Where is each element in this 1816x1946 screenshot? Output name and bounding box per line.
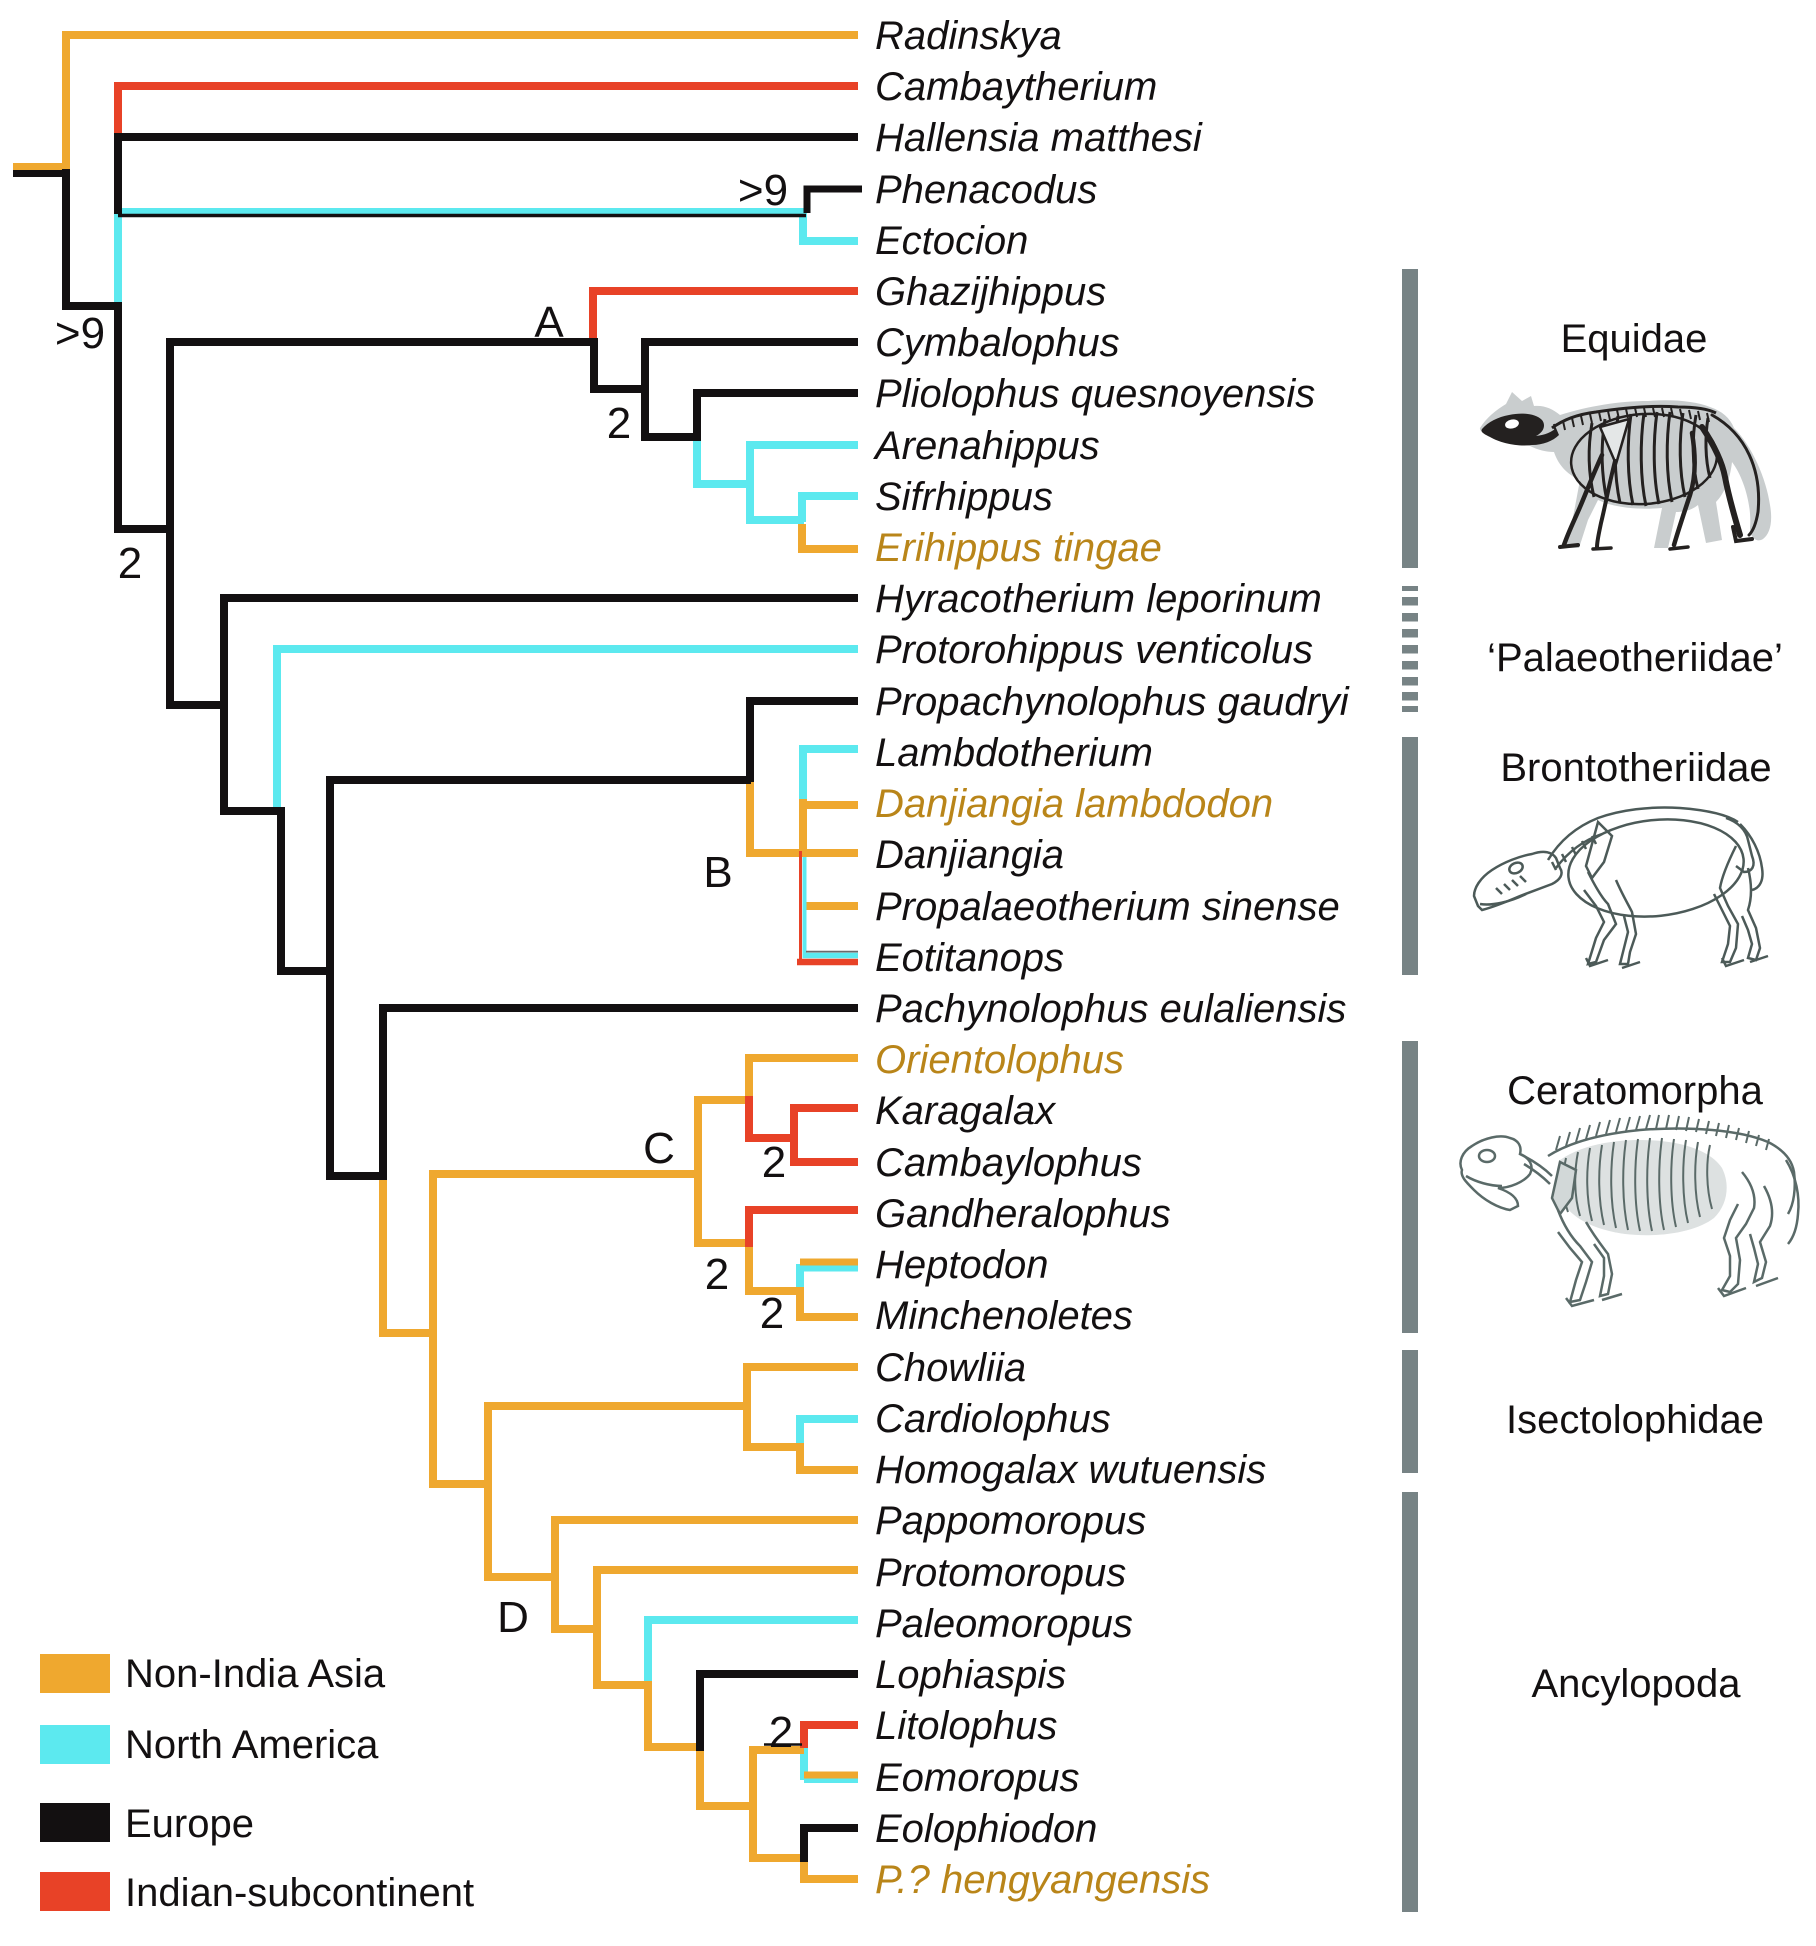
svg-text:Gandheralophus: Gandheralophus (875, 1192, 1171, 1236)
svg-text:Brontotheriidae: Brontotheriidae (1500, 746, 1771, 790)
svg-text:Non-India Asia: Non-India Asia (125, 1652, 386, 1696)
svg-text:2: 2 (118, 539, 142, 588)
svg-text:Protorohippus venticolus: Protorohippus venticolus (875, 628, 1313, 672)
svg-text:Eotitanops: Eotitanops (875, 936, 1064, 980)
svg-text:>9: >9 (738, 166, 788, 215)
svg-text:Minchenoletes: Minchenoletes (875, 1294, 1133, 1338)
svg-text:Heptodon: Heptodon (875, 1243, 1048, 1287)
svg-text:Orientolophus: Orientolophus (875, 1038, 1124, 1082)
svg-text:Cambaytherium: Cambaytherium (875, 65, 1157, 109)
svg-text:2: 2 (705, 1250, 729, 1299)
svg-text:Cymbalophus: Cymbalophus (875, 321, 1120, 365)
svg-text:Lophiaspis: Lophiaspis (875, 1653, 1066, 1697)
svg-text:B: B (703, 848, 732, 897)
svg-text:Chowliia: Chowliia (875, 1346, 1026, 1390)
svg-text:2: 2 (769, 1708, 793, 1757)
svg-text:Hallensia matthesi: Hallensia matthesi (875, 116, 1203, 160)
svg-text:D: D (497, 1593, 529, 1642)
svg-text:Isectolophidae: Isectolophidae (1506, 1398, 1764, 1442)
svg-text:Ceratomorpha: Ceratomorpha (1507, 1069, 1763, 1113)
svg-text:North America: North America (125, 1723, 379, 1767)
svg-text:Karagalax: Karagalax (875, 1089, 1057, 1133)
svg-text:A: A (534, 298, 564, 347)
svg-text:Sifrhippus: Sifrhippus (875, 475, 1053, 519)
svg-text:Eomoropus: Eomoropus (875, 1756, 1080, 1800)
svg-text:2: 2 (607, 399, 631, 448)
svg-text:2: 2 (762, 1138, 786, 1187)
svg-text:Propachynolophus gaudryi: Propachynolophus gaudryi (875, 680, 1350, 724)
svg-text:Cardiolophus: Cardiolophus (875, 1397, 1111, 1441)
svg-text:Pliolophus quesnoyensis: Pliolophus quesnoyensis (875, 372, 1315, 416)
svg-text:Lambdotherium: Lambdotherium (875, 731, 1153, 775)
svg-text:Litolophus: Litolophus (875, 1704, 1057, 1748)
svg-text:Arenahippus: Arenahippus (873, 424, 1100, 468)
svg-text:2: 2 (760, 1289, 784, 1338)
svg-text:Danjiangia lambdodon: Danjiangia lambdodon (875, 782, 1273, 826)
svg-text:Ghazijhippus: Ghazijhippus (875, 270, 1106, 314)
svg-text:Danjiangia: Danjiangia (875, 833, 1064, 877)
svg-text:Cambaylophus: Cambaylophus (875, 1141, 1142, 1185)
svg-text:Indian-subcontinent: Indian-subcontinent (125, 1871, 474, 1915)
svg-text:C: C (643, 1124, 675, 1173)
svg-text:‘Palaeotheriidae’: ‘Palaeotheriidae’ (1487, 636, 1783, 680)
svg-text:Europe: Europe (125, 1802, 254, 1846)
svg-text:>9: >9 (55, 309, 105, 358)
svg-text:Ancylopoda: Ancylopoda (1531, 1662, 1741, 1706)
svg-text:Homogalax wutuensis: Homogalax wutuensis (875, 1448, 1266, 1492)
svg-text:Erihippus tingae: Erihippus tingae (875, 526, 1162, 570)
svg-text:Equidae: Equidae (1561, 317, 1708, 361)
svg-text:Ectocion: Ectocion (875, 219, 1028, 263)
svg-text:Pappomoropus: Pappomoropus (875, 1499, 1146, 1543)
svg-text:Pachynolophus eulaliensis: Pachynolophus eulaliensis (875, 987, 1346, 1031)
svg-text:P.? hengyangensis: P.? hengyangensis (875, 1858, 1210, 1902)
svg-text:Propalaeotherium sinense: Propalaeotherium sinense (875, 885, 1340, 929)
svg-text:Hyracotherium leporinum: Hyracotherium leporinum (875, 577, 1322, 621)
svg-text:Protomoropus: Protomoropus (875, 1551, 1126, 1595)
svg-text:Paleomoropus: Paleomoropus (875, 1602, 1133, 1646)
svg-text:Radinskya: Radinskya (875, 14, 1062, 58)
svg-text:Eolophiodon: Eolophiodon (875, 1807, 1097, 1851)
svg-text:Phenacodus: Phenacodus (875, 168, 1097, 212)
